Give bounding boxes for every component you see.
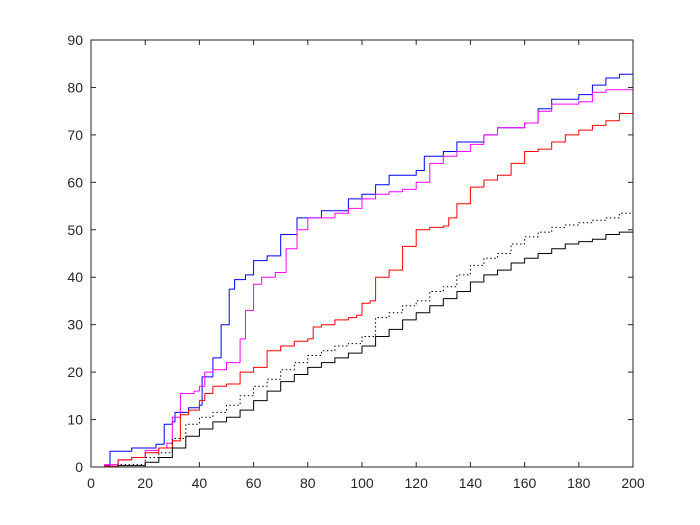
x-tick-label: 60 xyxy=(246,475,262,491)
magenta-series-line xyxy=(91,87,634,468)
y-tick-label: 90 xyxy=(67,32,83,48)
x-tick-label: 200 xyxy=(621,475,645,491)
y-tick-label: 80 xyxy=(67,79,83,95)
blue-series-line xyxy=(91,73,634,468)
y-tick-label: 20 xyxy=(67,364,83,380)
x-tick-label: 100 xyxy=(350,475,374,491)
black-solid-series-line xyxy=(91,227,634,468)
x-tick-label: 0 xyxy=(87,475,95,491)
black-dotted-series-line xyxy=(91,210,634,468)
x-tick-label: 120 xyxy=(405,475,429,491)
series-layer xyxy=(91,73,634,468)
y-tick-label: 60 xyxy=(67,174,83,190)
red-series-line xyxy=(91,104,634,468)
y-tick-label: 0 xyxy=(75,459,83,475)
y-tick-label: 70 xyxy=(67,127,83,143)
x-tick-label: 20 xyxy=(137,475,153,491)
x-tick-label: 40 xyxy=(192,475,208,491)
x-tick-label: 180 xyxy=(567,475,591,491)
y-tick-label: 30 xyxy=(67,317,83,333)
y-tick-label: 10 xyxy=(67,412,83,428)
x-tick-label: 80 xyxy=(300,475,316,491)
x-tick-label: 160 xyxy=(513,475,537,491)
y-tick-label: 50 xyxy=(67,222,83,238)
axes-layer: 0 20 40 60 80 100 120 140 160 180 200 0 10 20 30 40 50 60… xyxy=(67,32,644,491)
x-tick-label: 140 xyxy=(459,475,483,491)
y-tick-label: 40 xyxy=(67,269,83,285)
